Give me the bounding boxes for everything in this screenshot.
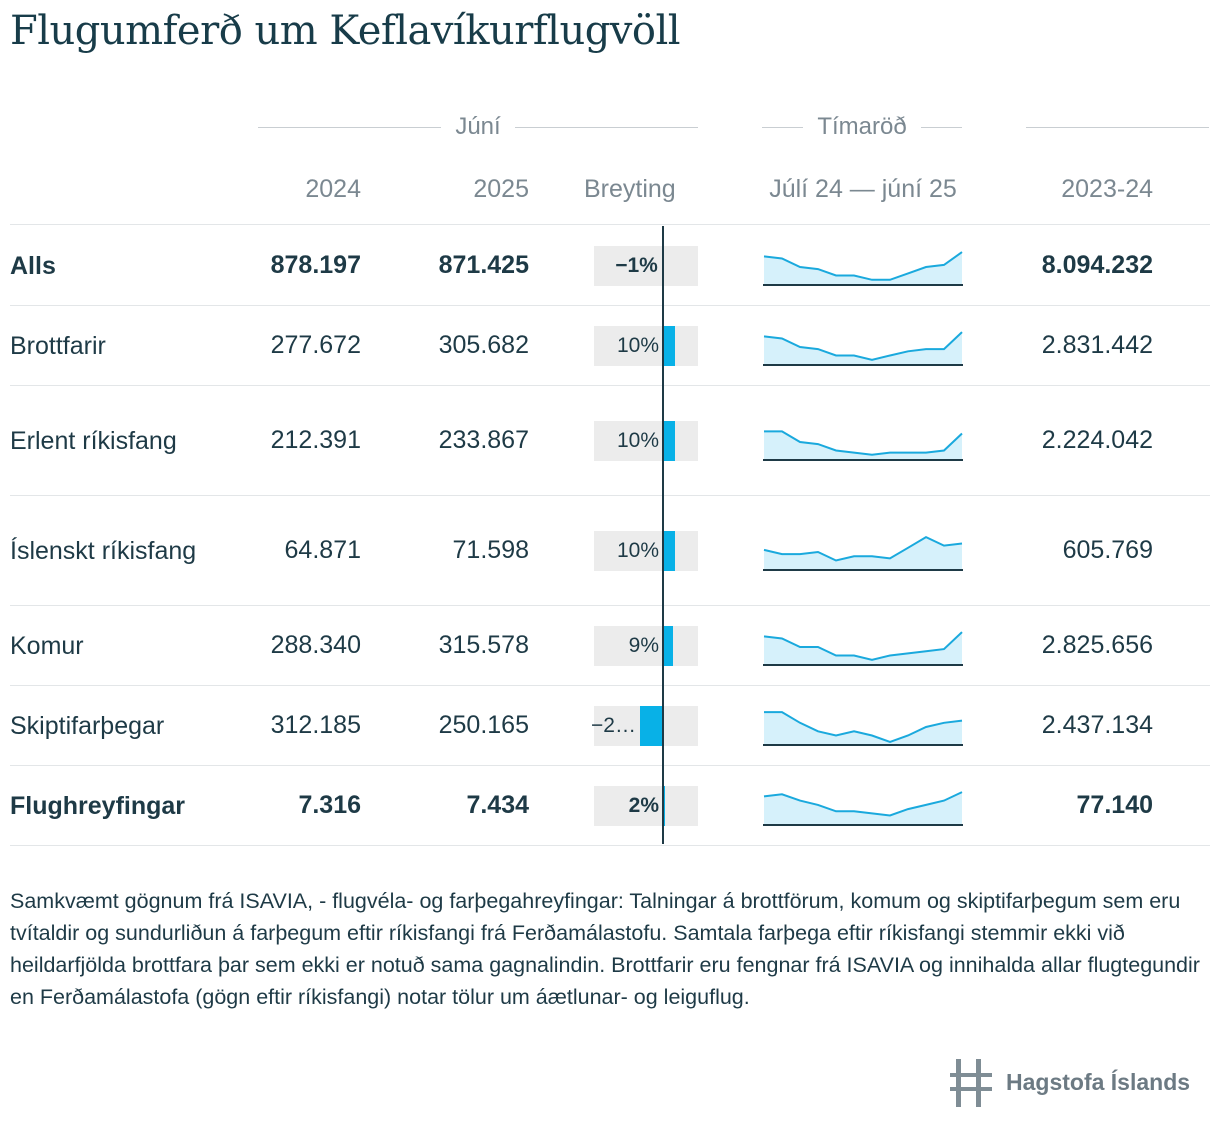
value-2024: 312.185 — [270, 711, 361, 739]
group-label-timeseries: Tímaröð — [817, 113, 907, 140]
row-label: Flughreyfingar — [10, 791, 186, 820]
sparkline-area — [764, 431, 962, 459]
sparkline-line — [763, 631, 963, 661]
logo-text: Hagstofa Íslands — [1006, 1069, 1191, 1095]
table-row: Skiptifarþegar 312.185 250.165 2.437.134 −2… — [10, 686, 1210, 766]
value-year-total: 605.769 — [1062, 536, 1153, 564]
value-year-total: 2.825.656 — [1041, 631, 1153, 659]
sparkline-area — [764, 792, 962, 824]
table-row: Komur 288.340 315.578 2.825.656 9% — [10, 606, 1210, 686]
change-bar — [640, 706, 663, 746]
value-2024: 878.197 — [270, 251, 361, 279]
table-row: Brottfarir 277.672 305.682 2.831.442 10% — [10, 306, 1210, 386]
value-2025: 315.578 — [438, 631, 529, 659]
value-2024: 64.871 — [284, 536, 361, 564]
value-year-total: 2.437.134 — [1041, 711, 1153, 739]
column-header-year: 2023-24 — [1061, 175, 1153, 203]
row-label: Komur — [10, 631, 84, 660]
group-header-timeseries: Tímaröð — [762, 112, 963, 142]
group-header-june: Júní — [258, 112, 698, 142]
change-label: 10% — [616, 539, 659, 562]
page-title: Flugumferð um Keflavíkurflugvöll — [10, 8, 681, 54]
value-2025: 71.598 — [452, 536, 529, 564]
table-row: Erlent ríkisfang 212.391 233.867 2.224.042 1… — [10, 386, 1210, 496]
change-bar-track: −1% — [594, 246, 698, 286]
row-label: Brottfarir — [10, 331, 106, 360]
value-2024: 288.340 — [270, 631, 361, 659]
value-year-total: 2.224.042 — [1041, 426, 1153, 454]
sparkline-area — [764, 537, 962, 569]
sparkline-area — [764, 332, 962, 364]
sparkline-line — [763, 791, 963, 817]
change-bar-track: 10% — [594, 326, 698, 366]
sparkline — [763, 631, 963, 666]
column-header-series: Júlí 24 — júní 25 — [769, 175, 957, 203]
value-2024: 277.672 — [270, 331, 361, 359]
value-2025: 305.682 — [438, 331, 529, 359]
change-label: −2… — [591, 714, 636, 737]
group-header-year — [1026, 112, 1209, 142]
hagstofa-logo-icon — [950, 1058, 992, 1107]
change-bar — [663, 531, 675, 571]
sparkline-area — [764, 712, 962, 744]
sparkline-line — [763, 535, 963, 562]
sparkline-line — [764, 430, 963, 456]
column-header-2025: 2025 — [473, 175, 529, 203]
table-row: Alls 878.197 871.425 8.094.232 −1% — [10, 226, 1210, 306]
row-label: Erlent ríkisfang — [10, 426, 177, 455]
sparkline — [763, 711, 963, 746]
change-label: 10% — [616, 429, 659, 452]
hagstofa-logo: Hagstofa Íslands — [950, 1055, 1190, 1110]
divider — [1026, 126, 1209, 128]
value-2025: 233.867 — [438, 426, 529, 454]
divider — [762, 126, 804, 128]
footnote: Samkvæmt gögnum frá ISAVIA, - flugvéla- … — [10, 889, 1200, 1009]
row-label: Alls — [10, 251, 56, 280]
sparkline — [763, 535, 963, 571]
change-zero-axis — [662, 226, 664, 844]
change-bar-track: 9% — [594, 626, 698, 666]
change-label: −1% — [615, 254, 658, 277]
change-bar-track: 10% — [594, 421, 698, 461]
sparkline-line — [763, 251, 963, 281]
sparkline-area — [764, 252, 962, 284]
sparkline-line — [764, 711, 963, 743]
change-bar-track: −2… — [591, 706, 698, 746]
divider — [258, 126, 442, 128]
value-year-total: 2.831.442 — [1041, 331, 1153, 359]
column-header-2024: 2024 — [305, 175, 361, 203]
column-header-change: Breyting — [584, 175, 676, 203]
sparkline — [763, 251, 963, 286]
sparkline-line — [763, 331, 963, 361]
change-label: 9% — [628, 634, 659, 657]
group-label-june: Júní — [455, 113, 501, 140]
change-bar-track: 2% — [594, 786, 698, 826]
row-label: Skiptifarþegar — [10, 711, 165, 740]
divider — [514, 126, 698, 128]
value-2025: 871.425 — [438, 251, 529, 279]
value-year-total: 77.140 — [1076, 791, 1153, 819]
value-2024: 7.316 — [298, 791, 361, 819]
value-year-total: 8.094.232 — [1041, 251, 1153, 279]
sparkline — [763, 331, 963, 366]
sparkline — [763, 791, 963, 826]
divider — [920, 126, 963, 128]
value-2025: 250.165 — [438, 711, 529, 739]
row-label: Íslenskt ríkisfang — [10, 536, 197, 565]
change-bar — [663, 626, 674, 666]
change-label: 2% — [628, 794, 659, 817]
change-bar — [663, 421, 675, 461]
change-bar-track: 10% — [594, 531, 698, 571]
value-2025: 7.434 — [466, 791, 529, 819]
value-2024: 212.391 — [270, 426, 361, 454]
sparkline-area — [764, 632, 962, 664]
change-label: 10% — [616, 334, 659, 357]
table-row: Flughreyfingar 7.316 7.434 77.140 2% — [10, 766, 1210, 846]
sparkline — [763, 430, 963, 461]
change-bar — [663, 786, 666, 826]
change-bar — [663, 326, 675, 366]
header-rule — [10, 224, 1210, 225]
table-row: Íslenskt ríkisfang 64.871 71.598 605.769 10% — [10, 496, 1210, 606]
